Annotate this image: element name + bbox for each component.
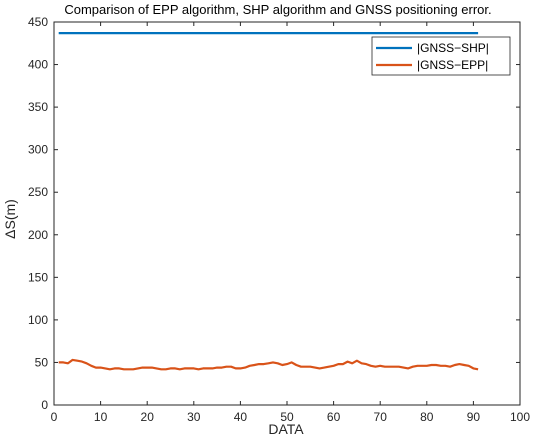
y-tick-label: 450 bbox=[28, 15, 48, 29]
series-line-2 bbox=[58, 358, 479, 371]
y-tick-label: 100 bbox=[28, 313, 48, 327]
y-axis: 0 50 100 150 200 250 300 350 400 450 bbox=[28, 15, 520, 412]
legend-label: |GNSS−SHP| bbox=[417, 41, 489, 55]
x-tick-label: 0 bbox=[51, 410, 58, 424]
x-tick-label: 60 bbox=[327, 410, 341, 424]
x-tick-label: 70 bbox=[374, 410, 388, 424]
legend: |GNSS−SHP| |GNSS−EPP| bbox=[371, 36, 511, 76]
x-tick-label: 30 bbox=[187, 410, 201, 424]
legend-label: |GNSS−EPP| bbox=[417, 58, 488, 72]
y-tick-label: 250 bbox=[28, 185, 48, 199]
x-tick-label: 90 bbox=[467, 410, 481, 424]
x-tick-label: 20 bbox=[141, 410, 155, 424]
series-layer bbox=[58, 31, 479, 371]
x-tick-label: 40 bbox=[234, 410, 248, 424]
x-tick-label: 10 bbox=[94, 410, 108, 424]
y-tick-label: 50 bbox=[35, 355, 49, 369]
y-tick-label: 200 bbox=[28, 228, 48, 242]
y-tick-label: 300 bbox=[28, 143, 48, 157]
y-axis-label: ΔS(m) bbox=[2, 199, 18, 239]
plot-area bbox=[53, 21, 521, 406]
x-tick-label: 80 bbox=[420, 410, 434, 424]
x-axis-label: DATA bbox=[268, 421, 304, 437]
chart-title: Comparison of EPP algorithm, SHP algorit… bbox=[64, 2, 491, 17]
y-tick-label: 150 bbox=[28, 270, 48, 284]
x-tick-label: 50 bbox=[280, 410, 294, 424]
x-axis: 0 10 20 30 40 50 60 70 80 90 100 bbox=[51, 22, 530, 424]
legend-box bbox=[371, 36, 511, 76]
x-tick-label: 100 bbox=[510, 410, 530, 424]
y-tick-label: 350 bbox=[28, 100, 48, 114]
y-tick-label: 0 bbox=[41, 398, 48, 412]
y-tick-label: 400 bbox=[28, 58, 48, 72]
